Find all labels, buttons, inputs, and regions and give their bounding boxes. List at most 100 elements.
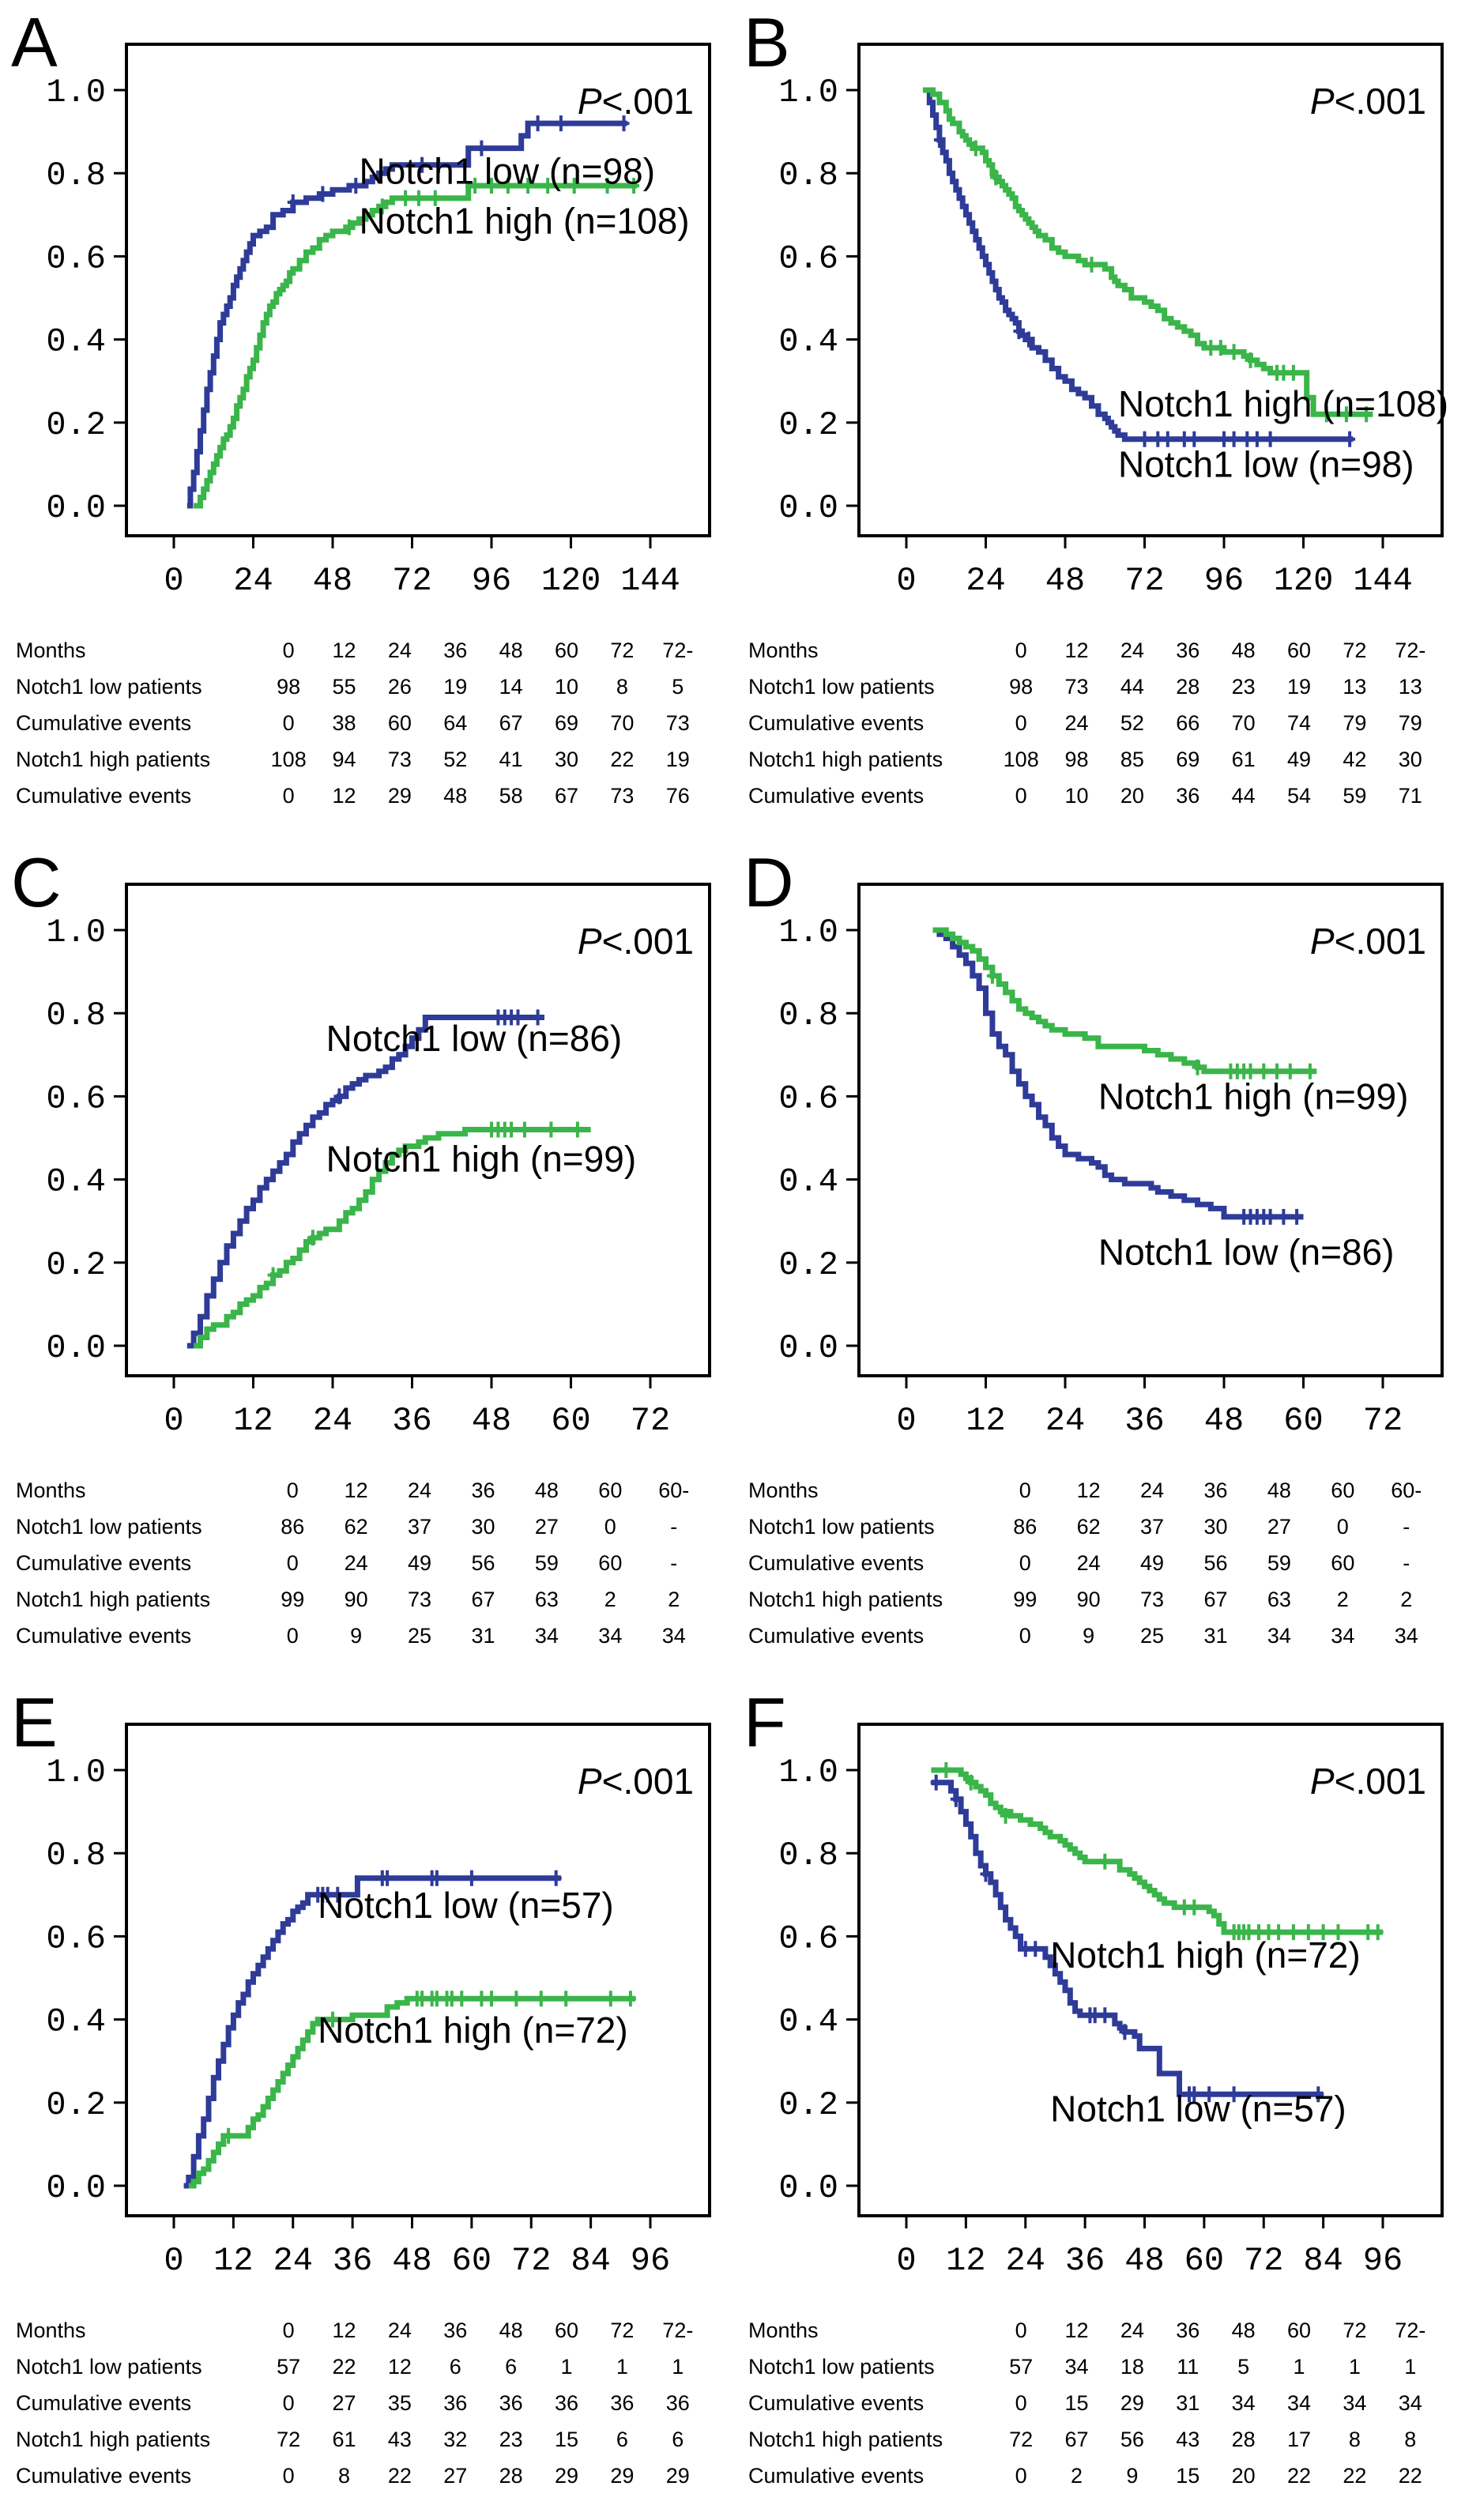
km-curve-low — [183, 1875, 561, 2189]
table-cell: 60 — [387, 710, 412, 735]
table-cell: 99 — [1013, 1587, 1038, 1611]
table-cell: 35 — [387, 2390, 412, 2415]
row-label: Cumulative events — [16, 2390, 192, 2415]
table-cell: 0 — [1336, 1514, 1349, 1539]
x-tick-label: 48 — [1045, 562, 1085, 600]
table-cell: 0 — [286, 1623, 299, 1648]
y-tick-label: 0.4 — [778, 2003, 838, 2041]
table-row: Cumulative events 0 9 25 31 34 34 34 — [732, 1618, 1465, 1654]
x-tick-label: 84 — [1303, 2242, 1343, 2280]
table-cell: 22 — [332, 2354, 356, 2379]
table-row: Cumulative events 0 10 20 36 44 54 59 71 — [732, 778, 1465, 814]
table-cell: 22 — [1287, 2463, 1312, 2488]
table-cell: 12 — [332, 2318, 356, 2342]
table-cell: 60 — [555, 638, 579, 662]
row-values: 108 98 85 69 61 49 42 30 — [993, 748, 1465, 772]
table-cell: 72- — [1395, 638, 1426, 662]
table-cell: 79 — [1398, 710, 1422, 735]
row-label: Cumulative events — [16, 1623, 192, 1648]
x-tick-label: 96 — [631, 2242, 670, 2280]
table-cell: 2 — [604, 1587, 616, 1611]
table-cell: 2 — [668, 1587, 680, 1611]
censor-marks-high — [970, 140, 1373, 423]
table-cell: 28 — [1176, 674, 1200, 699]
table-cell: 12 — [344, 1478, 368, 1502]
table-cell: 86 — [1013, 1514, 1038, 1539]
y-tick-label: 0.6 — [778, 1079, 838, 1117]
table-row: Cumulative events 0 12 29 48 58 67 73 76 — [0, 778, 732, 814]
table-cell: 98 — [1009, 674, 1034, 699]
table-cell: 12 — [387, 2354, 412, 2379]
y-tick-label: 1.0 — [778, 73, 838, 111]
table-cell: 73 — [610, 783, 635, 808]
row-values: 0 12 29 48 58 67 73 76 — [261, 784, 732, 808]
y-tick-label: 0.6 — [778, 239, 838, 277]
table-cell: 27 — [534, 1514, 559, 1539]
table-row: Cumulative events 0 9 25 31 34 34 34 — [0, 1618, 732, 1654]
table-cell: 0 — [282, 2390, 295, 2415]
table-cell: 19 — [665, 747, 690, 771]
table-cell: 34 — [1287, 2390, 1312, 2415]
km-plot: 1.0 0.8 0.6 0.4 0.2 0.0 0 12 24 36 48 60 72 84 96 P<.00… — [778, 1723, 1444, 2280]
table-cell: 9 — [1083, 1623, 1095, 1648]
x-tick-label: 84 — [571, 2242, 610, 2280]
table-row: Notch1 high patients 108 98 85 69 61 49 42 30 — [732, 741, 1465, 778]
table-cell: 36 — [499, 2390, 523, 2415]
y-tick-label: 0.6 — [778, 1919, 838, 1957]
y-tick-label: 0.6 — [46, 1079, 106, 1117]
panel-letter: F — [744, 1683, 786, 1761]
x-tick-label: 72 — [1124, 562, 1164, 600]
x-tick-label: 0 — [164, 1402, 183, 1440]
row-label: Months — [748, 2318, 819, 2342]
table-cell: 73 — [408, 1587, 432, 1611]
row-values: 108 94 73 52 41 30 22 19 — [261, 748, 732, 772]
table-cell: 28 — [1231, 2427, 1256, 2451]
table-cell: 9 — [350, 1623, 363, 1648]
y-tick-label: 0.0 — [778, 2169, 838, 2207]
row-label: Notch1 low patients — [748, 674, 935, 699]
table-cell: 63 — [1267, 1587, 1291, 1611]
table-cell: 8 — [338, 2463, 351, 2488]
table-cell: 0 — [1015, 2318, 1027, 2342]
x-tick-label: 96 — [1204, 562, 1244, 600]
row-label: Cumulative events — [748, 710, 925, 735]
table-cell: 0 — [1019, 1623, 1031, 1648]
y-tick-label: 0.0 — [46, 2169, 106, 2207]
table-cell: 36 — [665, 2390, 690, 2415]
table-cell: 34 — [534, 1623, 559, 1648]
table-cell: 0 — [1015, 2463, 1027, 2488]
table-cell: 0 — [1015, 638, 1027, 662]
table-cell: 23 — [499, 2427, 523, 2451]
row-label: Notch1 low patients — [16, 1514, 202, 1539]
row-values: 0 8 22 27 28 29 29 29 — [261, 2464, 732, 2488]
table-cell: 61 — [1231, 747, 1256, 771]
row-values: 0 12 24 36 48 60 60- — [261, 1478, 732, 1503]
panel-f: F 1.0 0.8 0.6 0.4 0.2 0.0 0 12 24 36 48 60 72 84 96 P<.0… — [732, 1680, 1465, 2520]
at-risk-table: Months 0 12 24 36 48 60 72 72- Notch1 low patient… — [0, 2312, 732, 2494]
x-tick-label: 12 — [213, 2242, 253, 2280]
censor-marks-low — [287, 115, 630, 210]
y-tick-label: 0.8 — [46, 156, 106, 194]
row-label: Cumulative events — [748, 2463, 925, 2488]
row-values: 0 12 24 36 48 60 72 72- — [261, 638, 732, 663]
x-tick-label: 72 — [631, 1402, 670, 1440]
table-cell: 0 — [282, 2463, 295, 2488]
table-cell: 36 — [1176, 2318, 1200, 2342]
panel-letter: A — [11, 3, 58, 81]
censor-marks-high — [267, 1121, 583, 1283]
row-values: 0 24 52 66 70 74 79 79 — [993, 711, 1465, 736]
x-tick-label: 36 — [1065, 2242, 1105, 2280]
y-tick-label: 0.0 — [46, 489, 106, 527]
row-label: Months — [16, 2318, 86, 2342]
row-values: 57 34 18 11 5 1 1 1 — [993, 2355, 1465, 2379]
x-tick-label: 120 — [1274, 562, 1334, 600]
table-cell: 31 — [1176, 2390, 1200, 2415]
row-label: Notch1 high patients — [16, 2427, 211, 2451]
table-row: Cumulative events 0 2 9 15 20 22 22 22 — [732, 2458, 1465, 2494]
table-cell: 34 — [1064, 2354, 1089, 2379]
table-cell: 30 — [1203, 1514, 1228, 1539]
km-curve-low — [932, 927, 1304, 1220]
y-tick-label: 0.2 — [46, 2086, 106, 2124]
table-cell: 1 — [560, 2354, 573, 2379]
x-tick-label: 96 — [1363, 2242, 1403, 2280]
